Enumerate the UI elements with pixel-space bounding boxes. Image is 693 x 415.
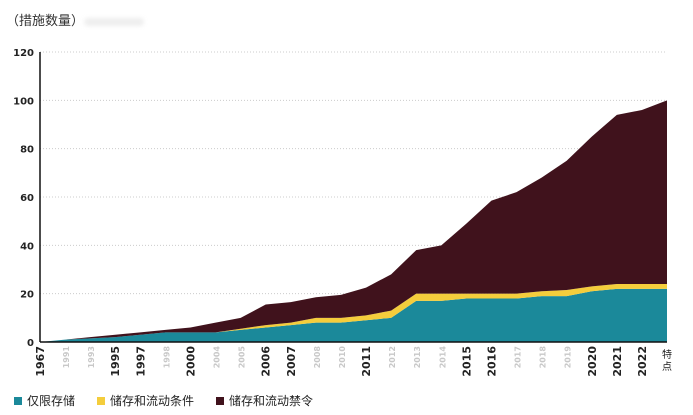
x-tick-label: 2007 <box>285 346 298 377</box>
x-tick-label: 1998 <box>162 346 171 369</box>
y-tick-label: 120 <box>13 48 34 59</box>
x-tick-label: 1967 <box>34 346 47 377</box>
x-tick-label: 2017 <box>514 346 523 368</box>
x-tick-label: 1995 <box>109 346 122 377</box>
x-tick-label: 2022 <box>636 346 649 377</box>
area-series-0 <box>40 288 667 342</box>
x-tick-label: 2005 <box>238 346 247 369</box>
y-tick-label: 20 <box>20 290 34 301</box>
x-tick-label: 2014 <box>438 346 447 369</box>
x-tick-label: 2013 <box>413 346 422 368</box>
y-tick-label: 0 <box>27 338 34 349</box>
x-tick-label: 1991 <box>62 346 71 369</box>
x-tick-label: 2011 <box>360 346 373 377</box>
y-tick-label: 100 <box>13 96 34 107</box>
stacked-area-chart: 0 20 40 60 80 100 120 1967 1991 1993 1995 1997 1998 2… <box>13 48 672 377</box>
x-tick-label: 2012 <box>388 346 397 368</box>
x-tick-label: 2000 <box>184 346 197 377</box>
legend: 仅限存储 储存和流动条件 储存和流动禁令 <box>14 392 313 409</box>
y-tick-label: 60 <box>20 193 34 204</box>
x-tick-label: 2020 <box>586 346 599 377</box>
y-tick-label: 80 <box>20 145 34 156</box>
x-tick-label: 2004 <box>213 346 222 369</box>
legend-swatch <box>97 396 106 405</box>
x-tick-label: 2018 <box>539 346 548 369</box>
legend-item-storage-only: 仅限存储 <box>14 392 75 409</box>
x-tick-label: 特点 <box>662 349 672 373</box>
legend-label: 储存和流动禁令 <box>229 394 314 408</box>
legend-label: 储存和流动条件 <box>110 394 195 408</box>
x-tick-label: 2010 <box>338 346 347 369</box>
x-tick-label: 2008 <box>313 346 322 369</box>
y-axis-unit-label: （措施数量） <box>6 10 145 29</box>
legend-swatch <box>216 396 225 405</box>
area-series-2 <box>40 100 667 342</box>
legend-label: 仅限存储 <box>27 394 76 408</box>
x-tick-label: 2021 <box>611 346 624 377</box>
legend-swatch <box>14 396 22 405</box>
legend-item-ban: 储存和流动禁令 <box>216 392 313 409</box>
x-tick-label: 1993 <box>87 346 96 368</box>
x-tick-label: 2015 <box>460 346 473 377</box>
x-tick-label: 1997 <box>134 346 147 377</box>
legend-item-conditions: 储存和流动条件 <box>97 392 194 409</box>
y-tick-label: 40 <box>20 241 34 252</box>
x-tick-label: 2006 <box>260 346 273 377</box>
x-tick-label: 2016 <box>485 346 498 377</box>
x-tick-label: 2019 <box>564 346 573 369</box>
area-series-1 <box>40 284 667 342</box>
